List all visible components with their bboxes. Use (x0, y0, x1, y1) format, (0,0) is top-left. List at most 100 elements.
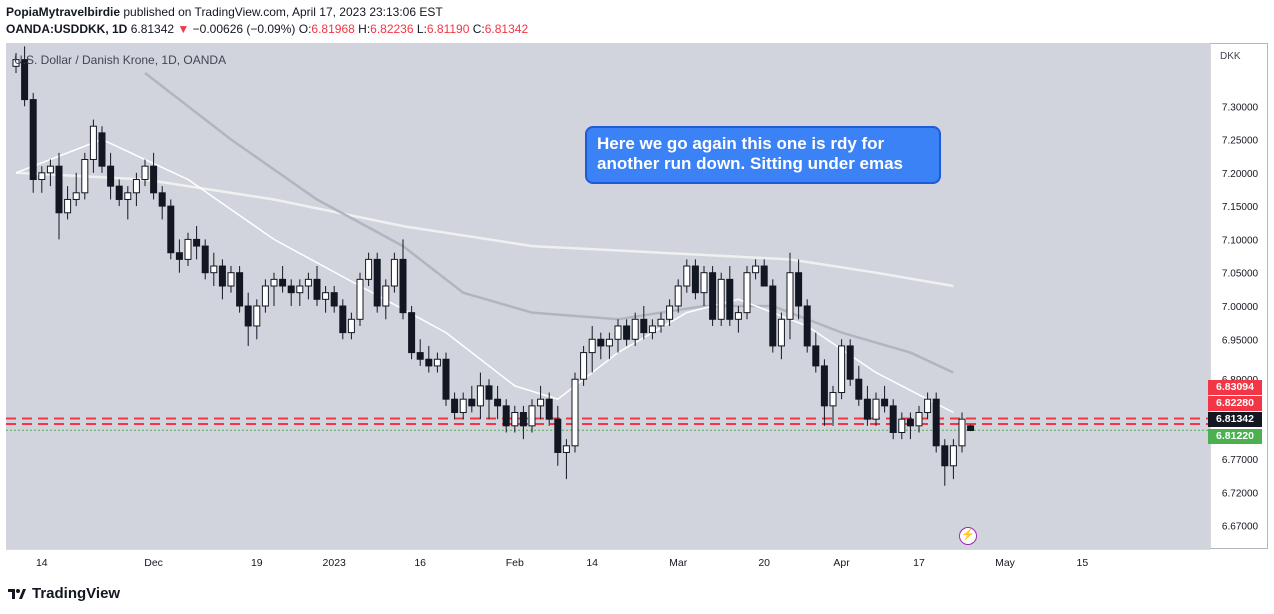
candle-body-up (38, 172, 46, 180)
candle (150, 152, 158, 200)
candle (734, 305, 742, 333)
candle (820, 359, 828, 426)
candle-body-down (55, 165, 63, 214)
candle-body-down (502, 405, 510, 427)
price-tag: 6.81342 (1208, 412, 1262, 427)
candle (347, 312, 355, 340)
candle (55, 152, 63, 240)
candle-body-down (244, 305, 252, 327)
candle-body-down (769, 285, 777, 347)
candle-body-down (623, 325, 631, 340)
lightning-icon[interactable]: ⚡ (959, 527, 977, 545)
candle (812, 332, 820, 373)
candle-body-up (734, 312, 742, 320)
candle (356, 272, 364, 326)
candle (184, 232, 192, 267)
candle-body-up (537, 398, 545, 407)
candle (365, 252, 373, 287)
candle-body-up (227, 272, 235, 287)
candle (46, 159, 54, 187)
candle (769, 279, 777, 353)
y-tick-label: 7.20000 (1222, 169, 1259, 180)
candle-body-up (433, 358, 441, 367)
candle-body-down (21, 59, 29, 101)
symbol-label[interactable]: OANDA:USDDKK, 1D (6, 22, 128, 36)
candle-body-up (382, 285, 390, 307)
candle (777, 312, 785, 360)
candle (709, 266, 717, 326)
candle (236, 266, 244, 313)
candle (726, 266, 734, 326)
publish-info: PopiaMytravelbirdie published on Trading… (6, 5, 443, 19)
candle (648, 319, 656, 340)
candle (906, 412, 914, 440)
candle-body-down (855, 378, 863, 400)
close-label: C: (472, 22, 485, 36)
candle-body-down (408, 312, 416, 354)
candle-body-down (889, 405, 897, 433)
x-tick-label: 17 (913, 557, 925, 569)
candle (795, 259, 803, 320)
candle-body-down (236, 272, 244, 307)
candle (881, 385, 889, 413)
candle (580, 345, 588, 386)
candle-body-up (124, 192, 132, 200)
candle-body-down (726, 278, 734, 320)
candle-body-down (846, 345, 854, 380)
candle-body-down (201, 245, 209, 274)
y-tick-label: 7.05000 (1222, 269, 1259, 280)
candle (468, 385, 476, 413)
candle (132, 172, 140, 207)
candle-body-down (98, 132, 106, 167)
candle (399, 239, 407, 320)
candle-body-up (253, 305, 261, 327)
candle-body-up (390, 258, 398, 287)
candle-body-down (279, 278, 287, 287)
candle (408, 305, 416, 360)
candle (494, 385, 502, 420)
candle (12, 52, 20, 73)
candle-body-down (107, 165, 115, 187)
candle-body-up (924, 398, 932, 414)
candle-body-up (72, 192, 80, 200)
candle-body-up (347, 318, 355, 334)
candle-body-down (812, 345, 820, 367)
candle (863, 385, 871, 426)
candle (433, 352, 441, 373)
candle (416, 339, 424, 366)
candle (124, 186, 132, 220)
candle-body-down (373, 258, 381, 307)
candle-body-down (640, 318, 648, 334)
candle (502, 399, 510, 433)
candle-body-up (365, 258, 373, 280)
candle (700, 266, 708, 306)
candle (545, 392, 553, 426)
time-axis[interactable]: 14 Dec 19 2023 16 Feb 14 Mar 20 Apr 17 May 15 (6, 549, 1210, 573)
candle (924, 392, 932, 420)
candle (743, 266, 751, 320)
candle-body-down (967, 425, 975, 431)
candle (21, 46, 29, 107)
candle-body-up (562, 445, 570, 453)
brand-name: TradingView (32, 585, 121, 602)
candle (657, 312, 665, 333)
x-tick-label: Feb (506, 557, 524, 569)
candle-body-up (511, 412, 519, 427)
candle-body-down (451, 398, 459, 414)
candle (889, 399, 897, 440)
candle (829, 385, 837, 426)
candle (425, 345, 433, 373)
candle (932, 392, 940, 453)
candle (614, 319, 622, 353)
candle-body-down (597, 338, 605, 347)
x-tick-label: Apr (833, 557, 850, 569)
candle-body-up (356, 278, 364, 320)
candle (511, 405, 519, 433)
candle (537, 385, 545, 420)
annotation-note[interactable]: Here we go again this one is rdy for ano… (585, 126, 941, 184)
price-plot[interactable] (6, 43, 1210, 549)
price-axis[interactable]: 7.30000 7.25000 7.20000 7.15000 7.10000 7.050… (1210, 43, 1268, 549)
candle-body-down (545, 398, 553, 420)
price-tag: 6.81220 (1208, 429, 1262, 444)
candle-body-up (838, 345, 846, 394)
